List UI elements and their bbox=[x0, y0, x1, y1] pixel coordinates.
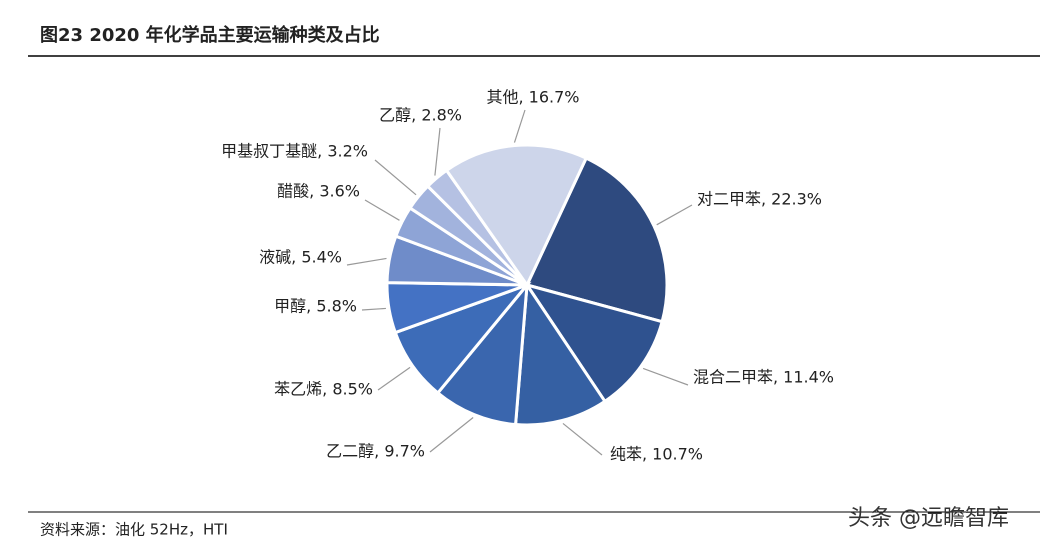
data-label: 液碱, 5.4% bbox=[259, 248, 342, 267]
data-label: 纯苯, 10.7% bbox=[610, 445, 703, 464]
pie-slice bbox=[435, 280, 529, 427]
leader-line bbox=[374, 159, 417, 196]
leader-line bbox=[434, 127, 441, 176]
watermark: 头条 @远瞻智库 bbox=[848, 506, 1009, 531]
pie-slice bbox=[524, 156, 669, 324]
pie-slice bbox=[444, 143, 589, 288]
data-label: 混合二甲苯, 11.4% bbox=[693, 368, 834, 387]
data-label: 醋酸, 3.6% bbox=[277, 182, 360, 201]
pie: 对二甲苯, 22.3% 混合二甲苯, 11.4% 纯苯, 10.7% 乙二醇, 9.7… bbox=[221, 88, 834, 464]
leader-line bbox=[377, 366, 411, 391]
leader-line bbox=[346, 257, 387, 266]
data-label: 甲醇, 5.8% bbox=[274, 297, 357, 316]
source: 资料来源：油化 52Hz，HTI bbox=[40, 521, 228, 539]
data-label: 苯乙烯, 8.5% bbox=[274, 380, 373, 399]
leader-line bbox=[361, 307, 386, 311]
data-label: 乙醇, 2.8% bbox=[379, 106, 462, 125]
pie-slice bbox=[513, 280, 607, 427]
data-label: 其他, 16.7% bbox=[486, 88, 579, 107]
leader-line bbox=[642, 367, 689, 386]
data-label: 乙二醇, 9.7% bbox=[326, 442, 425, 461]
leader-line bbox=[656, 204, 693, 226]
data-label: 甲基叔丁基醚, 3.2% bbox=[221, 142, 368, 161]
chart-title: 图23 2020 年化学品主要运输种类及占比 bbox=[40, 24, 380, 46]
leader-line bbox=[562, 422, 603, 456]
leader-line bbox=[429, 417, 474, 453]
leader-line bbox=[513, 109, 526, 143]
pie-slice bbox=[523, 282, 664, 404]
data-label: 对二甲苯, 22.3% bbox=[697, 190, 822, 209]
leader-line bbox=[364, 199, 400, 221]
